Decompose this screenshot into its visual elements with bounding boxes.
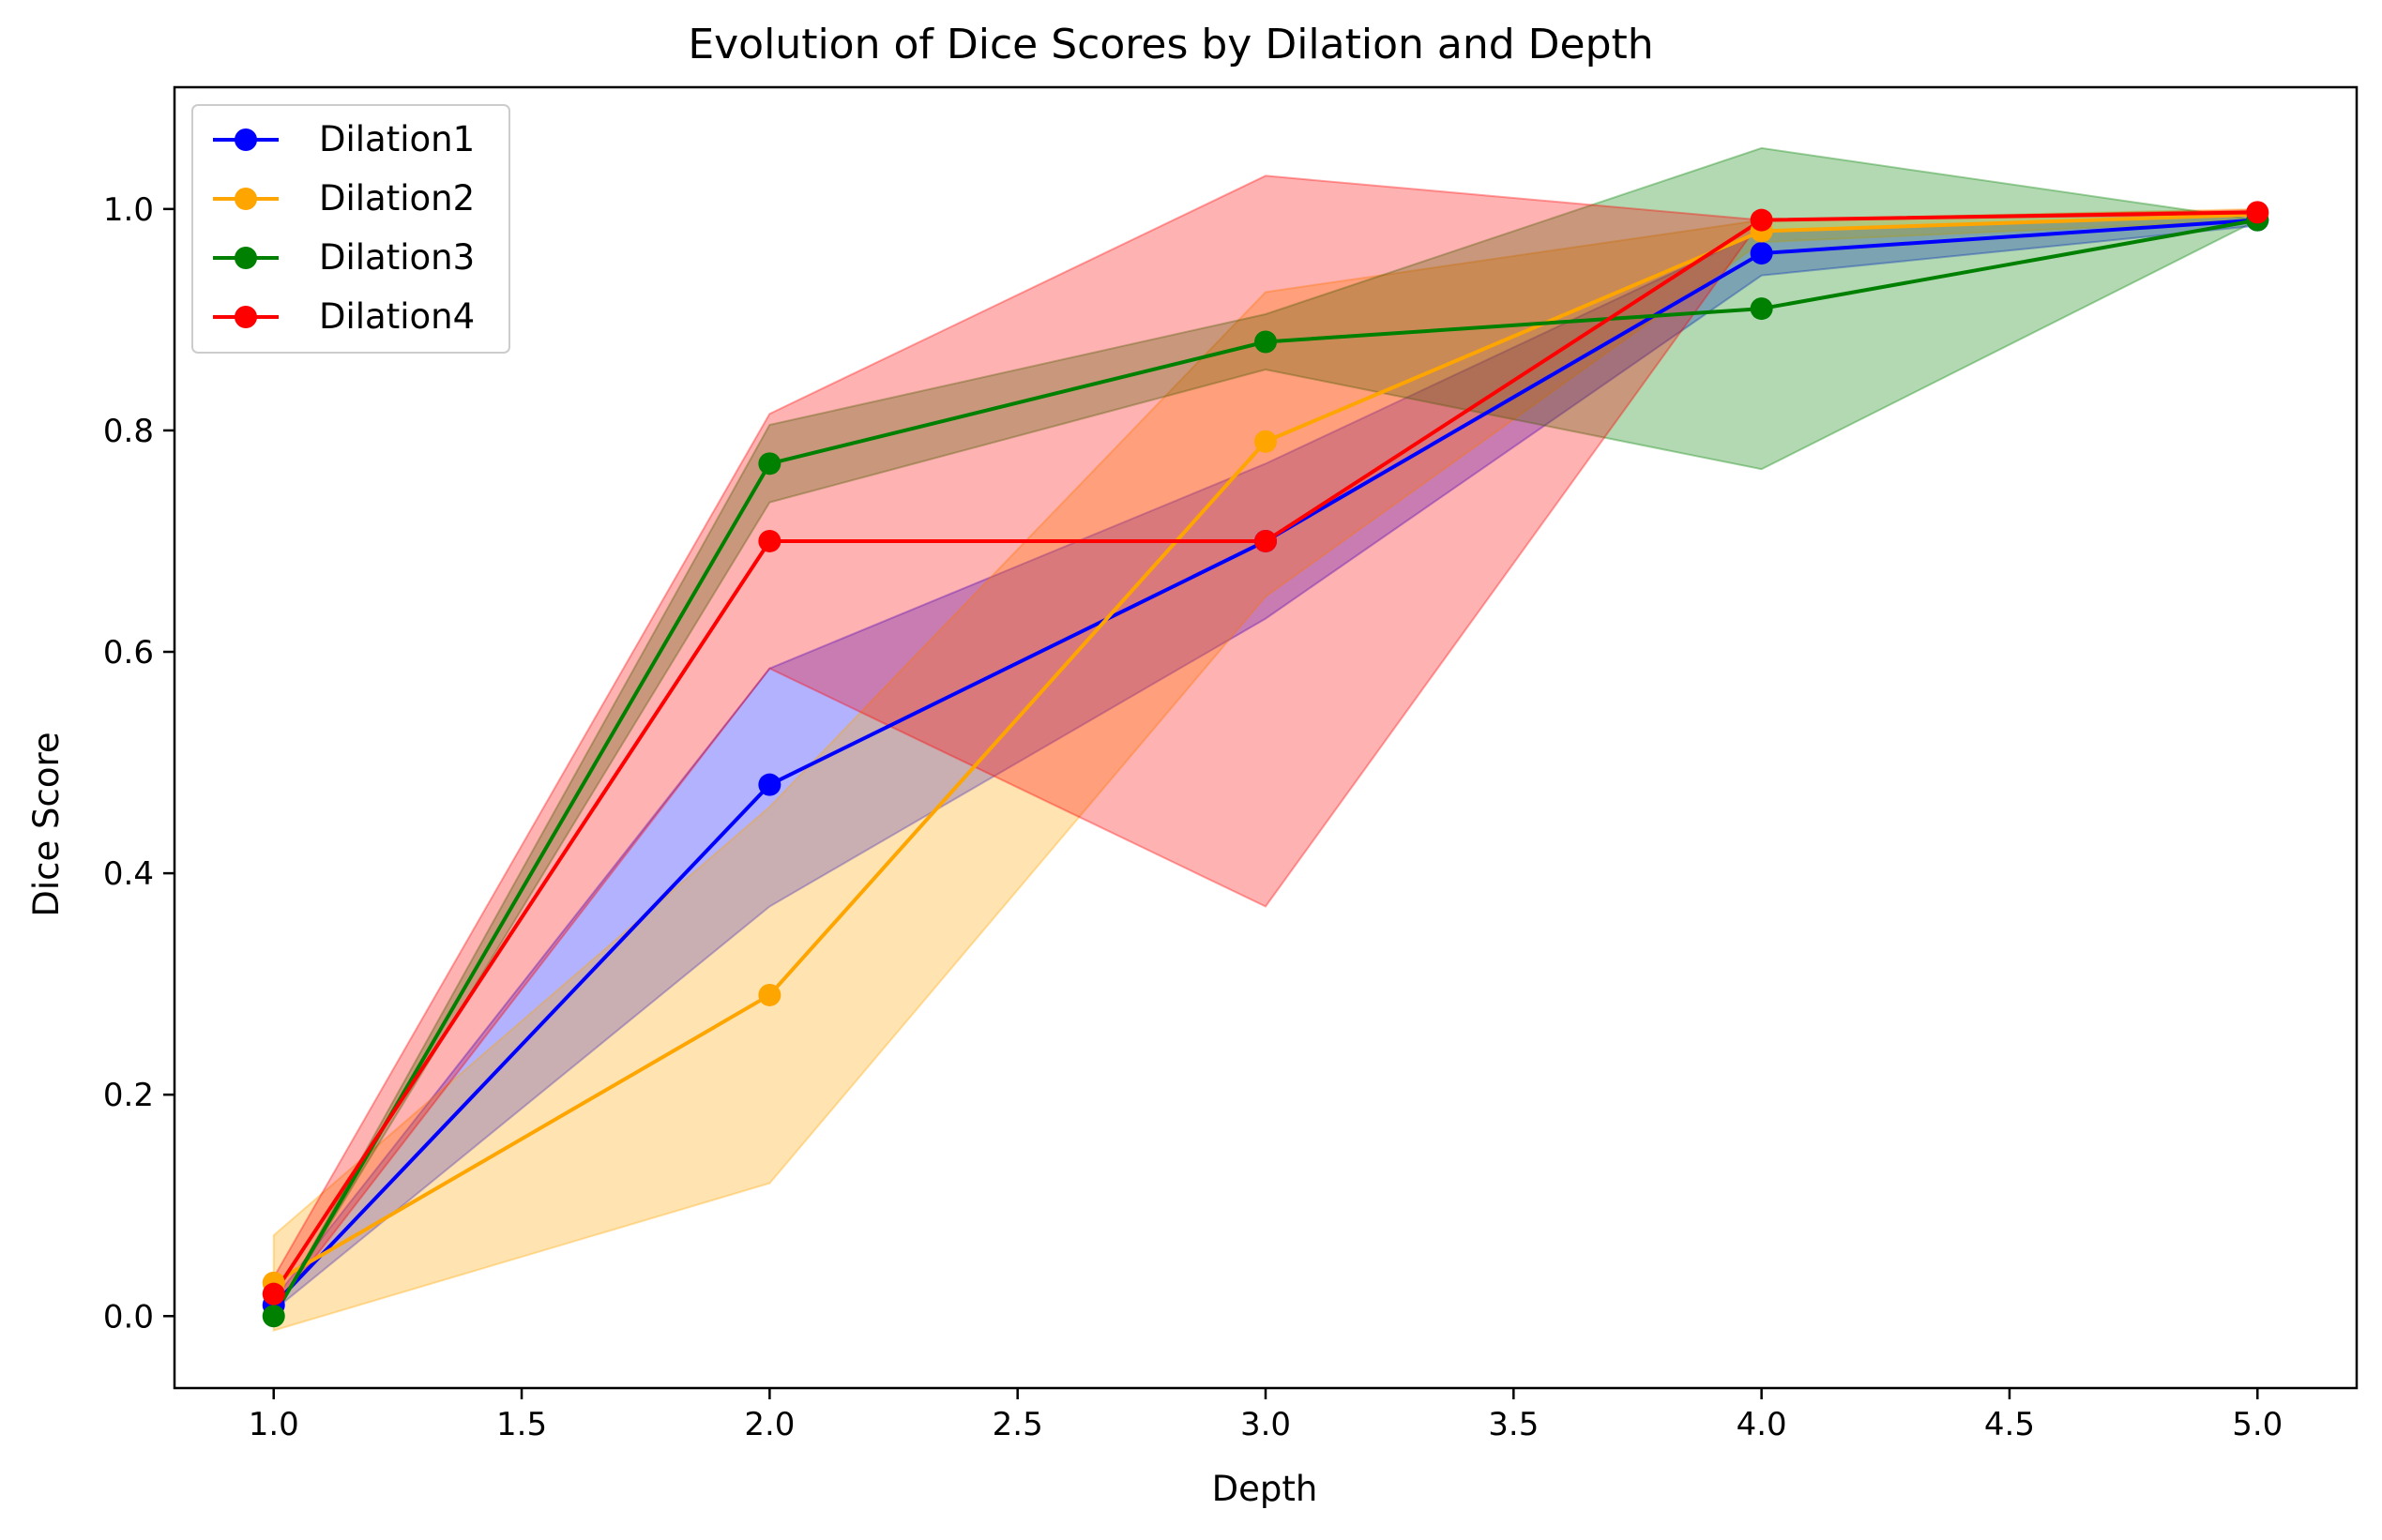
x-tick-label: 3.5	[1488, 1406, 1539, 1443]
legend-box	[191, 104, 510, 354]
point-dilation3	[758, 452, 781, 476]
y-axis-ticks: 0.0 0.2 0.4 0.6 0.8 1.0	[103, 191, 174, 1336]
point-dilation3	[1750, 297, 1773, 321]
series-points	[262, 201, 2269, 1328]
x-tick-label: 1.0	[249, 1406, 299, 1443]
legend-marker	[235, 306, 257, 328]
x-tick-label: 2.5	[993, 1406, 1043, 1443]
x-tick-label: 5.0	[2232, 1406, 2283, 1443]
point-dilation3	[262, 1305, 285, 1328]
legend-marker	[235, 128, 257, 151]
x-tick-label: 1.5	[496, 1406, 547, 1443]
x-tick-label: 2.0	[744, 1406, 795, 1443]
x-axis-ticks: 1.0 1.5 2.0 2.5 3.0 3.5 4.0 4.5 5.0	[249, 1388, 2283, 1443]
x-axis-label: Depth	[1212, 1469, 1318, 1509]
point-dilation3	[1254, 330, 1277, 354]
point-dilation2	[758, 983, 781, 1006]
y-axis-label: Dice Score	[26, 732, 67, 916]
point-dilation4	[262, 1282, 285, 1306]
y-tick-label: 0.8	[103, 413, 154, 450]
y-tick-label: 0.2	[103, 1077, 154, 1114]
legend-label: Dilation1	[319, 119, 475, 159]
point-dilation1	[758, 773, 781, 796]
point-dilation2	[1254, 430, 1277, 453]
x-tick-label: 4.0	[1737, 1406, 1787, 1443]
legend-label: Dilation4	[319, 296, 475, 337]
y-tick-label: 0.6	[103, 634, 154, 672]
legend: Dilation1 Dilation2 Dilation3 Dilation4	[191, 104, 510, 354]
x-tick-label: 4.5	[1984, 1406, 2035, 1443]
legend-marker	[235, 247, 257, 269]
confidence-bands	[272, 146, 2261, 1332]
point-dilation4	[1254, 529, 1277, 552]
x-tick-label: 3.0	[1240, 1406, 1291, 1443]
point-dilation4	[758, 529, 781, 552]
y-tick-label: 0.0	[103, 1298, 154, 1336]
y-tick-label: 1.0	[103, 191, 154, 229]
y-tick-label: 0.4	[103, 855, 154, 893]
point-dilation4	[1750, 208, 1773, 232]
legend-label: Dilation2	[319, 178, 475, 219]
chart-title: Evolution of Dice Scores by Dilation and…	[688, 21, 1653, 68]
legend-marker	[235, 188, 257, 210]
legend-label: Dilation3	[319, 237, 475, 278]
point-dilation1	[1750, 242, 1773, 265]
point-dilation4	[2246, 201, 2269, 224]
